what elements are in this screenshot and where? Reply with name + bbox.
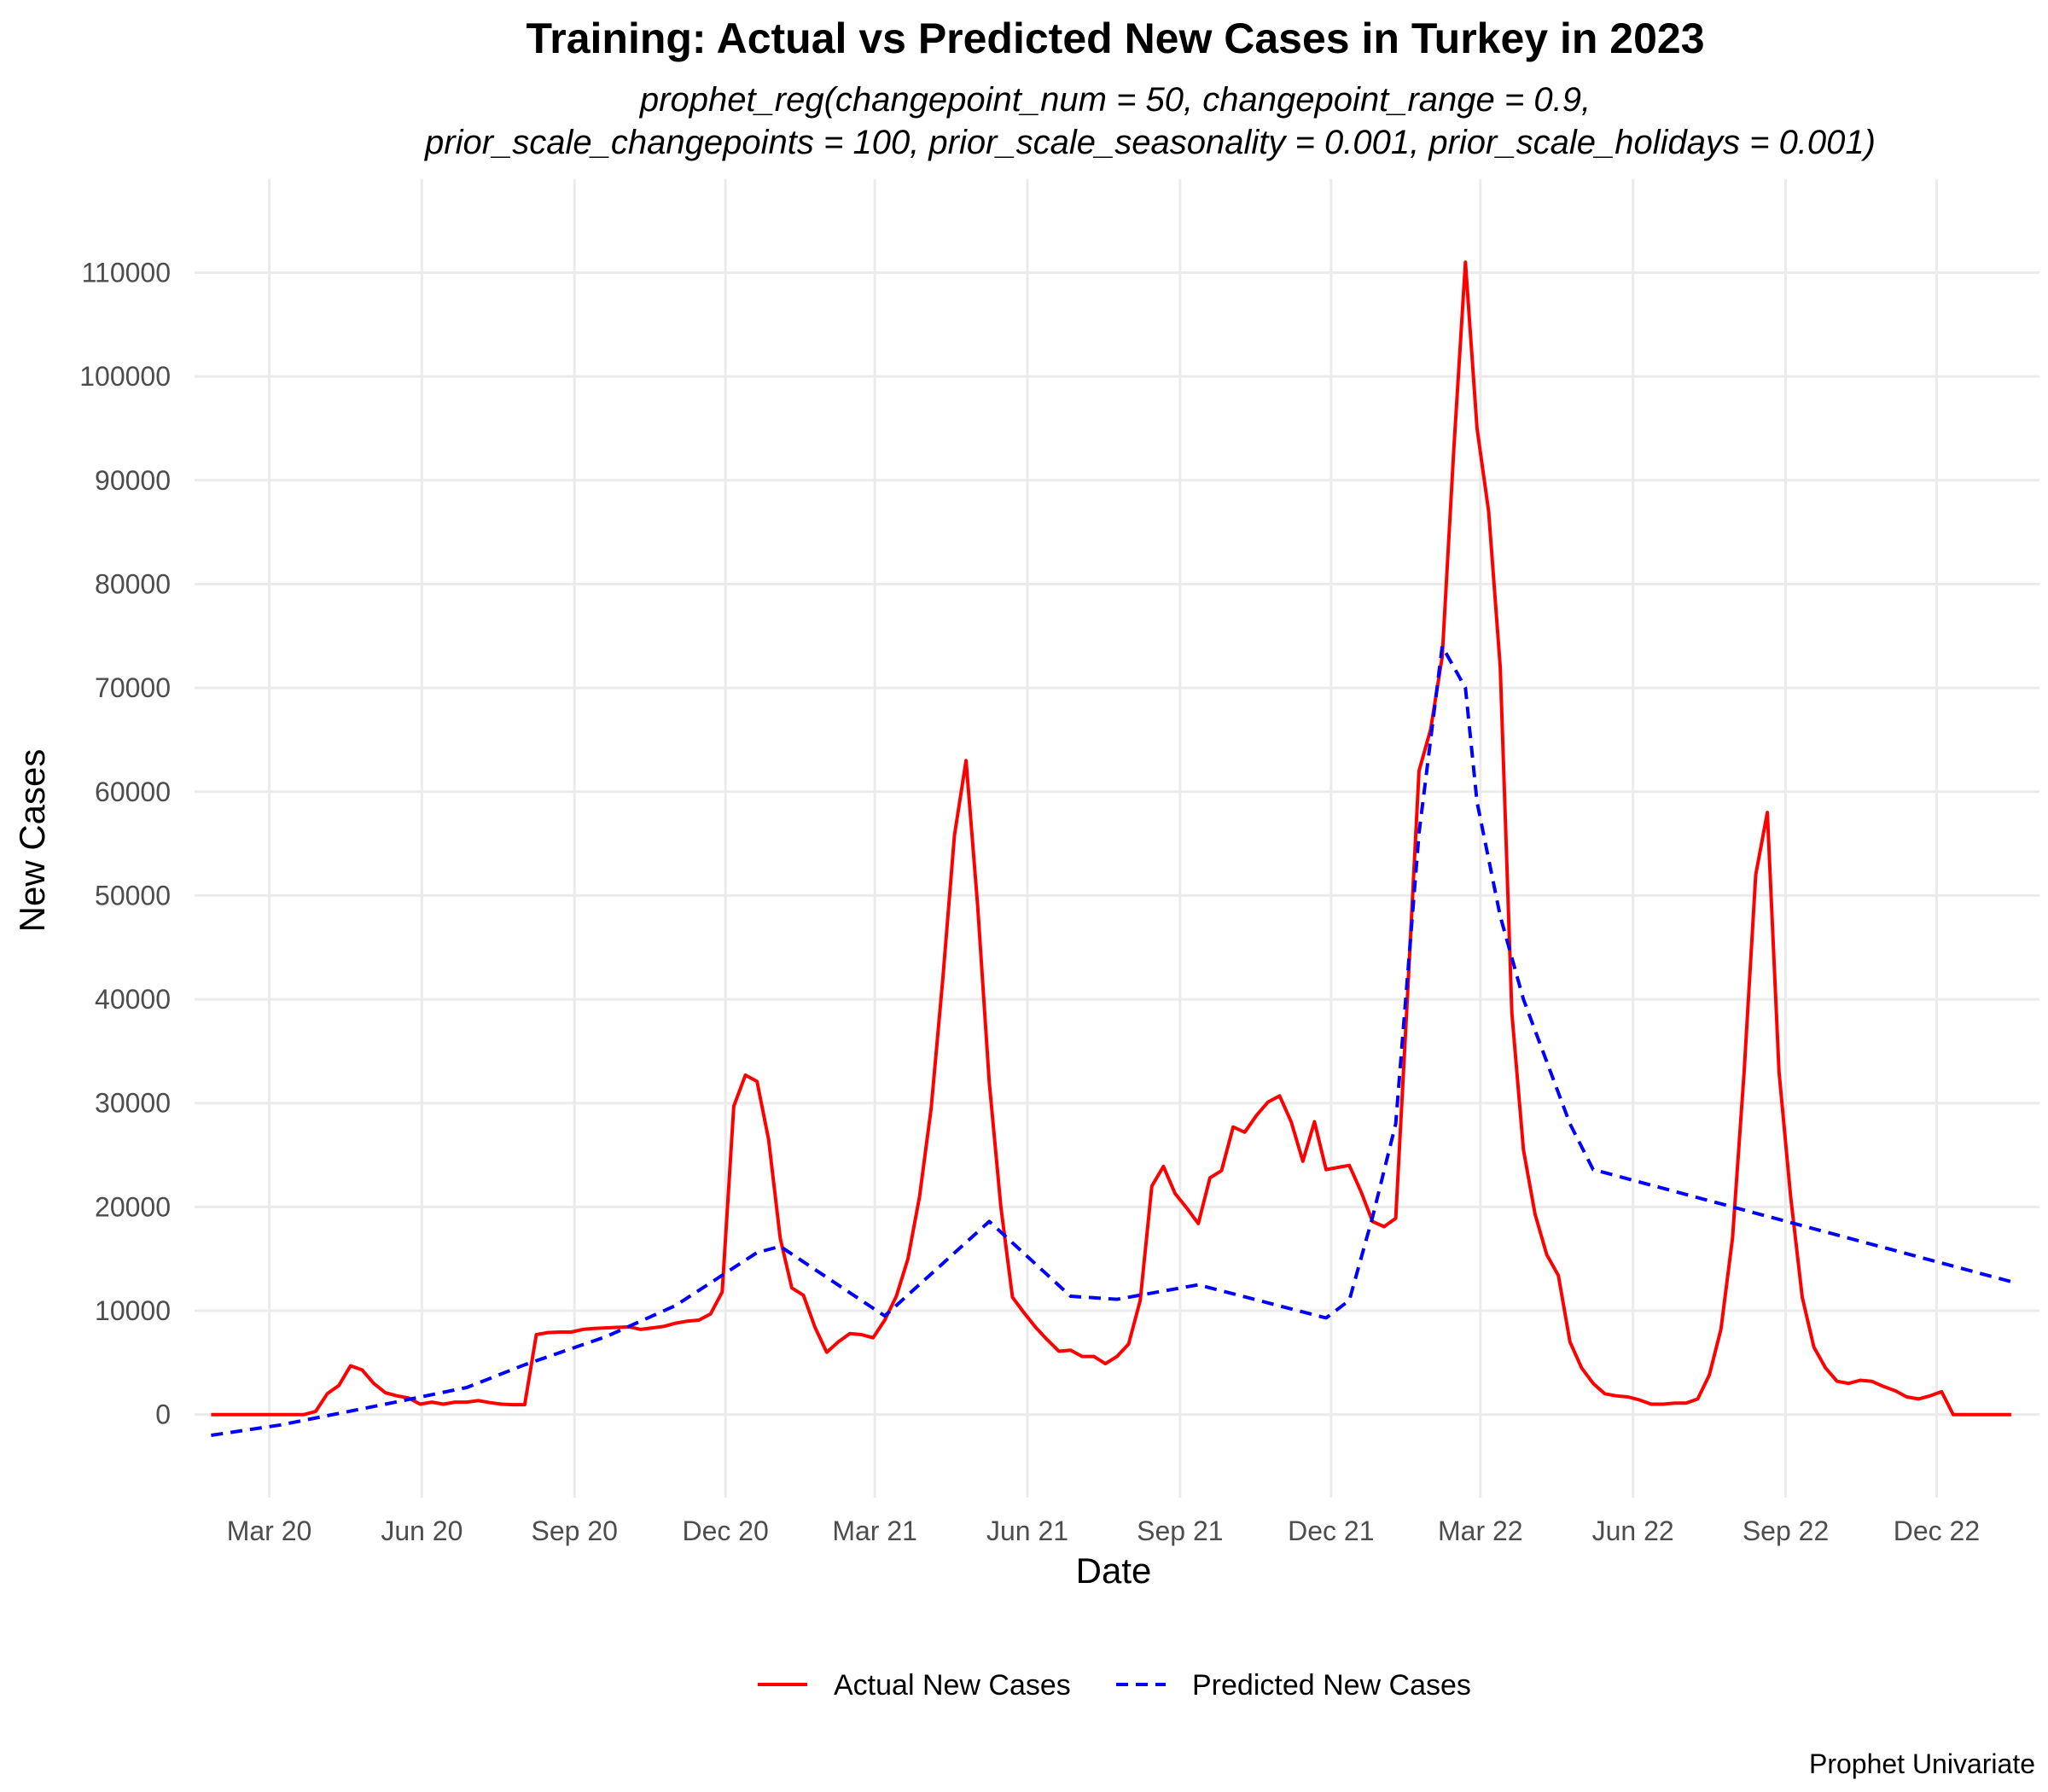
y-tick-label-40000: 40000 xyxy=(95,984,171,1015)
legend-label-predicted-new-cases: Predicted New Cases xyxy=(1192,1669,1471,1702)
gridlines xyxy=(195,179,2039,1498)
plot-series xyxy=(211,260,2012,1437)
y-tick-label-70000: 70000 xyxy=(95,672,171,703)
x-tick-label-mar-21: Mar 21 xyxy=(832,1516,917,1546)
x-tick-label-sep-22: Sep 22 xyxy=(1743,1516,1829,1546)
y-tick-label-110000: 110000 xyxy=(82,257,171,288)
x-axis-ticks: Mar 20 Jun 20 Sep 20 Dec 20 Mar 21 Jun 21 Sep … xyxy=(227,1516,1980,1546)
x-tick-label-sep-21: Sep 21 xyxy=(1137,1516,1223,1546)
x-tick-label-jun-21: Jun 21 xyxy=(986,1516,1068,1546)
y-tick-label-60000: 60000 xyxy=(95,777,171,807)
y-axis-ticks: 0 10000 20000 30000 40000 50000 60000 70000 8000… xyxy=(79,257,171,1429)
x-tick-label-dec-21: Dec 21 xyxy=(1288,1516,1374,1546)
x-tick-label-dec-20: Dec 20 xyxy=(682,1516,768,1546)
y-tick-label-20000: 20000 xyxy=(95,1191,171,1222)
y-tick-label-50000: 50000 xyxy=(95,880,171,911)
x-tick-label-jun-22: Jun 22 xyxy=(1592,1516,1674,1546)
chart-subtitle-line-1: prophet_reg(changepoint_num = 50, change… xyxy=(639,81,1591,119)
x-tick-label-jun-20: Jun 20 xyxy=(381,1516,463,1546)
y-tick-label-10000: 10000 xyxy=(95,1295,171,1326)
x-tick-label-dec-22: Dec 22 xyxy=(1894,1516,1980,1546)
y-axis-title: New Cases xyxy=(12,749,52,933)
y-tick-label-90000: 90000 xyxy=(95,465,171,496)
x-tick-label-mar-20: Mar 20 xyxy=(227,1516,312,1546)
x-axis-title: Date xyxy=(1076,1551,1152,1591)
series-line-actual-new-cases xyxy=(211,260,2011,1417)
x-tick-label-mar-22: Mar 22 xyxy=(1438,1516,1523,1546)
chart-caption: Prophet Univariate xyxy=(1809,1748,2035,1779)
y-tick-label-100000: 100000 xyxy=(79,361,171,392)
x-tick-label-sep-20: Sep 20 xyxy=(532,1516,618,1546)
y-tick-label-0: 0 xyxy=(155,1399,171,1430)
chart-subtitle-line-2: prior_scale_changepoints = 100, prior_sc… xyxy=(424,124,1876,161)
y-tick-label-80000: 80000 xyxy=(95,568,171,599)
legend-label-actual-new-cases: Actual New Cases xyxy=(834,1669,1071,1702)
legend: Actual New Cases Predicted New Cases xyxy=(758,1669,1471,1702)
series-line-predicted-new-cases xyxy=(211,644,2012,1437)
y-tick-label-30000: 30000 xyxy=(95,1088,171,1119)
chart-title: Training: Actual vs Predicted New Cases … xyxy=(526,15,1704,62)
